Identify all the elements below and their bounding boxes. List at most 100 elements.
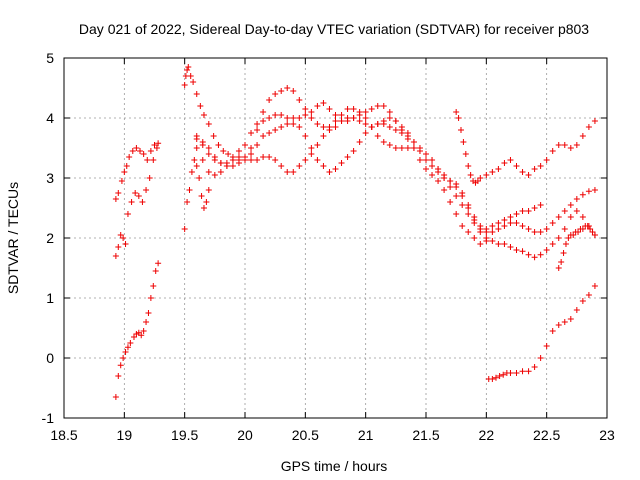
data-point [120,235,127,241]
data-point [549,148,556,154]
data-point [356,109,363,115]
data-point [465,205,472,211]
y-axis-label: SDTVAR / TECUs [5,182,21,294]
data-point [133,145,140,151]
data-point [496,373,503,379]
data-point [308,109,315,115]
data-point [122,241,129,247]
data-point [519,368,526,375]
data-point [531,166,538,172]
data-point [217,160,224,166]
data-point [573,196,580,202]
data-point [290,121,297,127]
data-point [254,127,261,133]
data-point [308,115,315,121]
series-arc3 [112,140,162,202]
data-point [465,229,472,235]
data-point [198,193,205,199]
data-point [314,121,321,127]
data-point [435,166,442,172]
data-point [507,214,514,220]
data-point [380,103,387,109]
y-tick-label: 1 [46,290,54,306]
data-point [441,172,448,178]
data-point [284,85,291,91]
data-point [495,241,502,247]
data-point [453,184,460,190]
data-point [507,220,514,226]
data-point [386,142,393,148]
data-point [188,169,195,175]
data-point [567,202,574,208]
data-point [193,163,200,169]
data-point [118,178,125,184]
data-point [386,109,393,115]
data-point [501,241,508,247]
data-point [135,193,142,199]
data-point [549,220,556,226]
data-point [147,295,154,301]
data-point [290,169,297,175]
data-point [314,142,321,148]
data-point [465,163,472,169]
data-point [462,151,469,157]
x-tick-label: 18.5 [50,427,77,443]
data-point [211,172,218,178]
data-point [139,199,146,205]
data-point [555,235,562,241]
data-point [386,124,393,130]
data-point [338,160,345,166]
data-point [145,310,152,316]
data-point [296,124,303,130]
data-point [151,142,158,148]
data-point [314,157,321,163]
data-point [184,67,191,73]
data-point [579,298,586,304]
data-point [423,157,429,163]
data-point [284,121,291,127]
chart-title: Day 021 of 2022, Sidereal Day-to-day VTE… [79,21,589,37]
data-point [147,148,154,154]
data-point [122,349,129,355]
data-point [326,106,333,112]
data-point [549,328,556,334]
data-point [392,127,399,133]
data-point [416,157,423,163]
data-point [203,199,210,205]
data-point [278,88,285,94]
data-point [561,226,568,232]
data-point [140,328,147,334]
data-point [308,145,315,151]
data-point [296,115,303,121]
data-point [124,211,131,217]
data-point [272,91,279,97]
data-point [308,151,315,157]
data-point [495,226,502,232]
data-point [507,370,514,376]
data-point [368,124,375,130]
data-point [235,154,242,160]
data-point [344,106,351,112]
data-point [579,214,586,220]
data-point [558,259,565,265]
data-point [112,394,119,400]
data-point [356,139,363,145]
data-point [483,229,490,235]
data-point [144,157,151,163]
data-point [193,133,200,139]
data-point [326,124,333,130]
data-point [350,148,357,154]
data-point [531,254,538,261]
data-point [459,223,466,229]
data-point [185,64,192,70]
y-tick-label: 2 [46,230,54,246]
data-point [115,373,122,379]
data-point [260,118,267,124]
data-point [242,157,248,163]
data-point [543,226,550,232]
plot-area [112,64,598,400]
data-point [500,371,507,378]
data-point [501,160,508,166]
data-point [447,199,454,205]
